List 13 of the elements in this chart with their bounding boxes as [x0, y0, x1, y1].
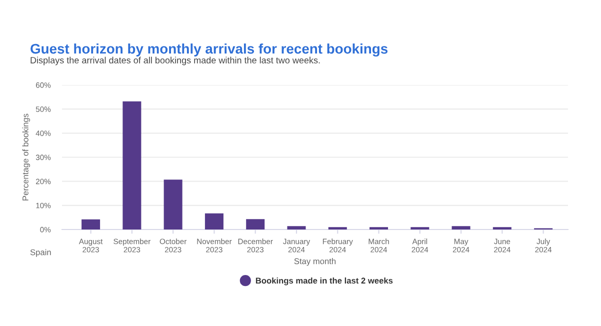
bar — [122, 101, 142, 230]
bar — [164, 180, 182, 230]
y-axis-title: Percentage of bookings — [22, 114, 30, 200]
chart-title: Guest horizon by monthly arrivals for recent bookings — [30, 43, 388, 57]
bar — [452, 226, 470, 230]
text: Spain — [30, 249, 51, 257]
bar — [204, 213, 224, 230]
chart-subtitle: Displays the arrival dates of all bookings made within the last two weeks. — [30, 56, 320, 66]
x-axis-title: Stay month — [294, 258, 336, 266]
legend-label: Bookings made in the last 2 weeks — [256, 277, 393, 286]
bar — [246, 219, 265, 230]
bar — [82, 219, 100, 230]
bar — [287, 226, 306, 230]
